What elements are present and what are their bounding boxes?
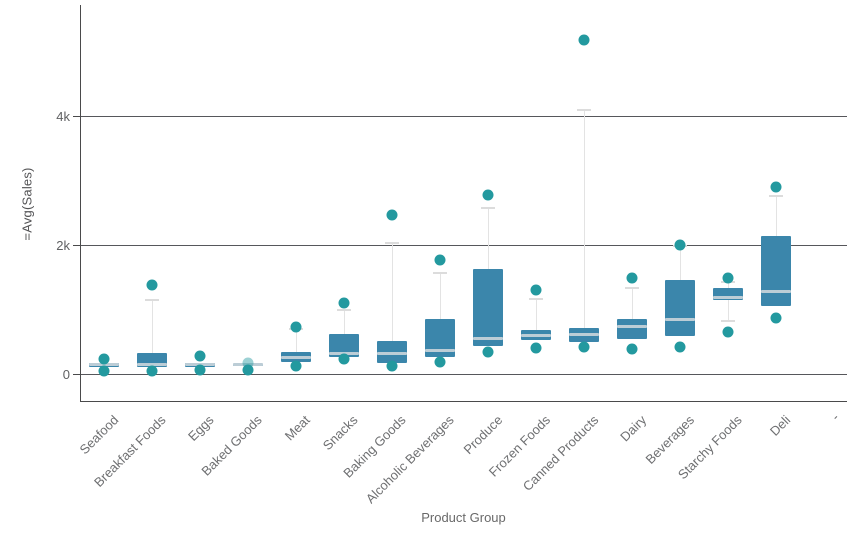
box-produce[interactable]	[473, 268, 503, 346]
outlier-dot-low-baking-goods[interactable]	[386, 360, 398, 372]
outlier-dot-high-seafood[interactable]	[98, 353, 110, 365]
whisker-high-produce	[488, 208, 489, 269]
whisker-cap-high-frozen-foods	[529, 298, 543, 301]
category-label-snacks[interactable]: Snacks	[320, 412, 361, 454]
whisker-high-alcoholic-beverages	[440, 272, 441, 319]
median-breakfast-foods	[137, 363, 167, 366]
median-starchy-foods	[713, 295, 743, 299]
whisker-high-meat	[296, 328, 297, 353]
outlier-dot-high-meat[interactable]	[290, 321, 302, 333]
whisker-high-snacks	[344, 310, 345, 334]
box-snacks[interactable]	[329, 334, 359, 357]
median-baking-goods	[377, 352, 407, 356]
outlier-dot-high-baking-goods[interactable]	[386, 209, 398, 221]
median-meat	[281, 355, 311, 359]
outlier-dot-high-snacks[interactable]	[338, 297, 350, 309]
median-canned-products	[569, 332, 599, 336]
outlier-dot-low-meat[interactable]	[290, 360, 302, 372]
median-alcoholic-beverages	[425, 349, 455, 352]
category-label-alcoholic-beverages[interactable]: Alcoholic Beverages	[362, 412, 457, 507]
gridline-0	[80, 374, 847, 375]
outlier-dot-low-frozen-foods[interactable]	[530, 342, 542, 354]
outlier-dot-low-snacks[interactable]	[338, 353, 350, 365]
category-label-produce[interactable]: Produce	[460, 412, 505, 458]
outlier-dot-low-dairy[interactable]	[626, 343, 638, 355]
whisker-cap-high-baking-goods	[385, 241, 399, 244]
whisker-high-deli	[776, 196, 777, 237]
whisker-cap-high-snacks	[337, 309, 351, 312]
whisker-high-baking-goods	[392, 242, 393, 341]
clipped-category-label: -	[827, 410, 842, 424]
whisker-cap-high-canned-products	[577, 109, 591, 111]
outlier-dot-high-frozen-foods[interactable]	[530, 284, 542, 296]
whisker-high-beverages	[680, 246, 681, 280]
whisker-high-breakfast-foods	[152, 300, 153, 354]
median-beverages	[665, 318, 695, 322]
outlier-dot-low-produce[interactable]	[482, 346, 494, 358]
median-dairy	[617, 324, 647, 328]
outlier-dot-low-baked-goods[interactable]	[242, 364, 254, 376]
y-tick-mark	[73, 116, 80, 117]
gridline-4k	[80, 116, 847, 117]
median-deli	[761, 289, 791, 293]
outlier-dot-high-deli[interactable]	[770, 181, 782, 193]
whisker-cap-high-dairy	[625, 287, 639, 290]
median-produce	[473, 336, 503, 340]
box-deli[interactable]	[761, 236, 791, 306]
median-frozen-foods	[521, 333, 551, 337]
category-label-dairy[interactable]: Dairy	[616, 412, 649, 445]
y-tick-label: 0	[62, 367, 70, 382]
outlier-dot-high-alcoholic-beverages[interactable]	[434, 254, 446, 266]
category-label-seafood[interactable]: Seafood	[76, 412, 121, 458]
outlier-dot-low-eggs[interactable]	[194, 364, 206, 376]
outlier-dot-low-canned-products[interactable]	[578, 341, 590, 353]
outlier-dot-high-eggs[interactable]	[194, 350, 206, 362]
box-starchy-foods[interactable]	[713, 288, 743, 300]
outlier-dot-high-baked-goods[interactable]	[242, 357, 254, 369]
category-label-eggs[interactable]: Eggs	[185, 412, 217, 444]
y-tick-label: 2k	[56, 238, 70, 253]
category-label-meat[interactable]: Meat	[281, 412, 313, 444]
whisker-high-canned-products	[584, 110, 585, 329]
whisker-cap-high-produce	[481, 207, 495, 210]
y-axis-line	[80, 5, 81, 401]
y-tick-label: 4k	[56, 109, 70, 124]
outlier-dot-low-starchy-foods[interactable]	[722, 326, 734, 338]
outlier-dot-low-deli[interactable]	[770, 312, 782, 324]
y-tick-mark	[73, 374, 80, 375]
outlier-dot-low-seafood[interactable]	[98, 365, 110, 377]
outlier-dot-high-starchy-foods[interactable]	[722, 272, 734, 284]
whisker-cap-high-breakfast-foods	[145, 299, 159, 302]
outlier-dot-high-dairy[interactable]	[626, 272, 638, 284]
category-label-deli[interactable]: Deli	[766, 412, 793, 439]
whisker-high-dairy	[632, 288, 633, 319]
whisker-cap-low-starchy-foods	[721, 319, 735, 322]
box-beverages[interactable]	[665, 279, 695, 336]
outlier-dot-low-alcoholic-beverages[interactable]	[434, 356, 446, 368]
median-seafood	[89, 363, 119, 367]
outlier-dot-high-canned-products[interactable]	[578, 34, 590, 45]
x-axis-line	[80, 401, 847, 402]
outlier-dot-high-beverages[interactable]	[674, 239, 686, 251]
x-axis-title: Product Group	[421, 510, 506, 525]
box-dairy[interactable]	[617, 318, 647, 340]
whisker-high-starchy-foods	[728, 281, 729, 289]
whisker-cap-high-alcoholic-beverages	[433, 271, 447, 274]
gridline-2k	[80, 245, 847, 246]
outlier-dot-high-breakfast-foods[interactable]	[146, 279, 158, 291]
outlier-dot-low-breakfast-foods[interactable]	[146, 365, 158, 377]
y-tick-mark	[73, 245, 80, 246]
outlier-dot-high-produce[interactable]	[482, 189, 494, 201]
box-baking-goods[interactable]	[377, 340, 407, 363]
whisker-low-starchy-foods	[728, 300, 729, 321]
whisker-cap-high-deli	[769, 195, 783, 198]
outlier-dot-low-beverages[interactable]	[674, 341, 686, 353]
whisker-high-frozen-foods	[536, 299, 537, 330]
